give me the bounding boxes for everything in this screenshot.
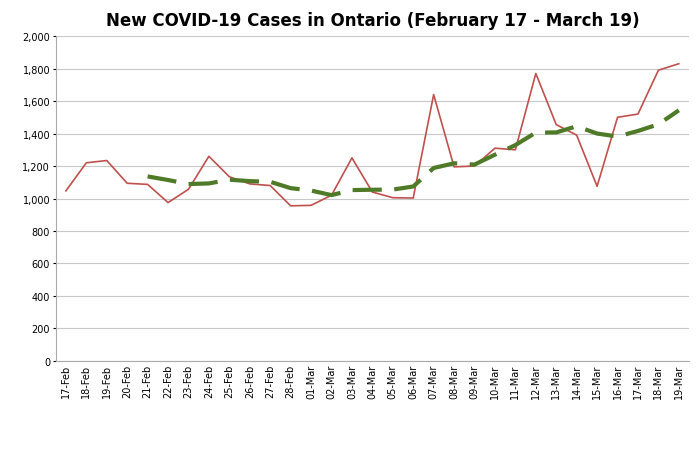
Title: New COVID-19 Cases in Ontario (February 17 - March 19): New COVID-19 Cases in Ontario (February … [106,12,639,30]
